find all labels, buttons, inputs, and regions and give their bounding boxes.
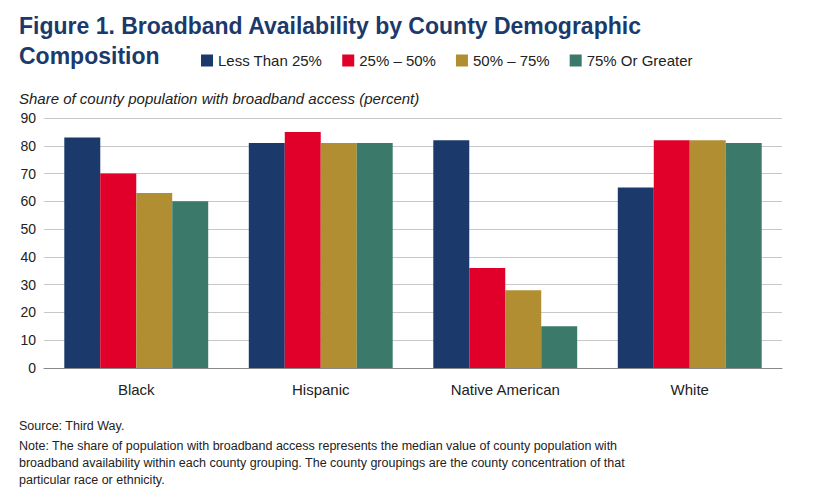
svg-text:75% Or Greater: 75% Or Greater bbox=[587, 52, 693, 69]
svg-text:White: White bbox=[671, 381, 709, 398]
svg-text:Source: Third Way.: Source: Third Way. bbox=[19, 419, 124, 433]
svg-text:0: 0 bbox=[28, 360, 36, 376]
svg-text:Figure 1. Broadband Availabili: Figure 1. Broadband Availability by Coun… bbox=[19, 13, 647, 39]
svg-text:40: 40 bbox=[20, 249, 36, 265]
svg-text:Hispanic: Hispanic bbox=[292, 381, 350, 398]
svg-text:Composition: Composition bbox=[19, 43, 160, 69]
svg-text:70: 70 bbox=[20, 166, 36, 182]
svg-text:25% – 50%: 25% – 50% bbox=[359, 52, 436, 69]
svg-text:Native American: Native American bbox=[451, 381, 560, 398]
svg-text:50: 50 bbox=[20, 221, 36, 237]
svg-text:90: 90 bbox=[20, 110, 36, 126]
svg-text:10: 10 bbox=[20, 332, 36, 348]
svg-text:30: 30 bbox=[20, 277, 36, 293]
svg-text:broadband availability within: broadband availability within each count… bbox=[19, 456, 628, 470]
svg-text:60: 60 bbox=[20, 193, 36, 209]
svg-text:Less Than 25%: Less Than 25% bbox=[218, 52, 322, 69]
svg-text:50% – 75%: 50% – 75% bbox=[473, 52, 550, 69]
svg-text:Black: Black bbox=[118, 381, 155, 398]
svg-text:20: 20 bbox=[20, 304, 36, 320]
svg-text:Note: The share of population: Note: The share of population with broad… bbox=[19, 439, 621, 453]
svg-text:particular race or ethnicity.: particular race or ethnicity. bbox=[19, 473, 165, 487]
svg-text:80: 80 bbox=[20, 138, 36, 154]
svg-text:Share of county population wit: Share of county population with broadban… bbox=[19, 90, 419, 107]
